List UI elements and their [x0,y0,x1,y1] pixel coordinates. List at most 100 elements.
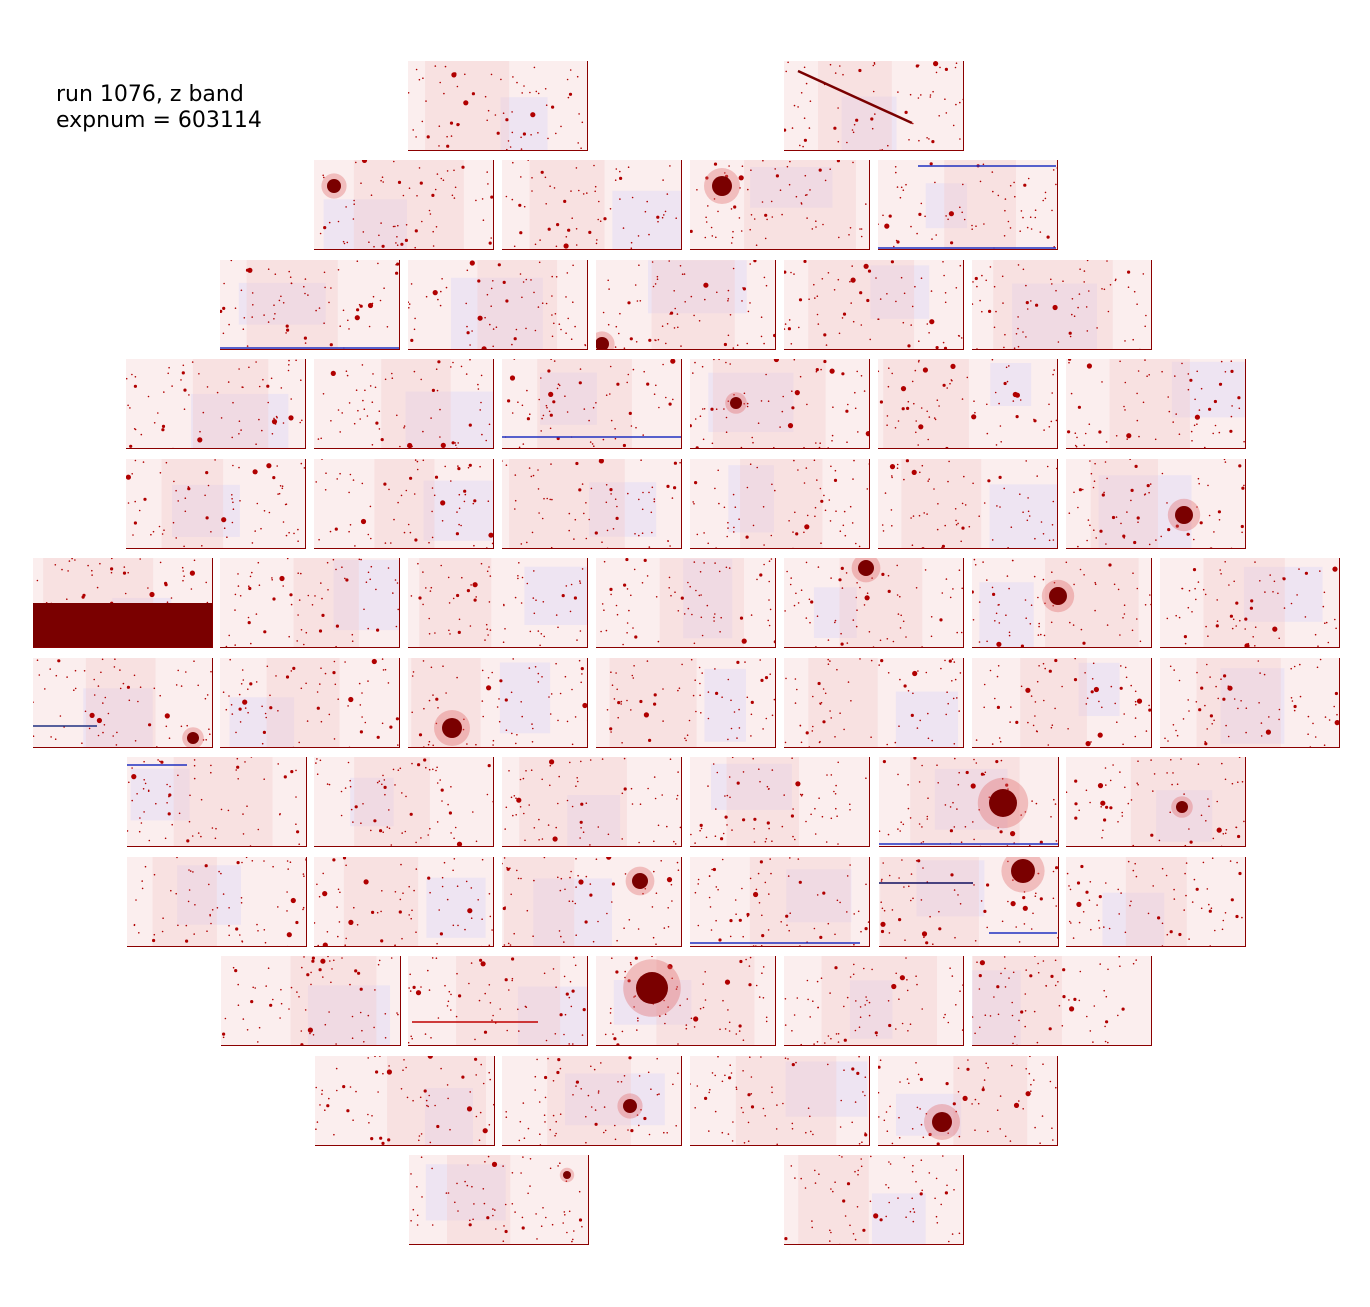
source-dot [858,1026,861,1028]
source-dot [750,1076,753,1078]
source-dot [611,957,613,959]
source-dot [166,601,169,603]
source-dot [152,938,156,943]
source-dot [727,289,730,292]
source-dot [1036,475,1038,477]
source-dot [959,101,961,104]
source-dot [131,373,133,376]
source-dot [266,463,272,469]
source-dot [956,697,958,699]
source-dot [986,403,988,406]
source-dot [796,688,798,691]
source-dot [240,683,243,685]
source-dot [656,278,659,280]
source-dot [286,558,289,560]
source-dot [1025,617,1027,619]
source-dot [342,1085,346,1089]
source-dot [1066,791,1068,793]
source-dot [112,735,114,737]
source-dot [846,996,849,999]
source-dot [1103,989,1105,992]
source-dot [745,958,747,961]
source-dot [150,533,152,536]
source-dot [953,889,956,891]
source-dot [388,1065,390,1067]
source-dot [434,65,437,67]
source-dot [849,803,851,806]
source-dot [1015,926,1017,928]
source-dot [503,603,505,606]
source-dot [1065,561,1068,564]
source-dot [328,221,331,224]
source-dot [714,487,716,490]
source-dot [456,1182,458,1185]
source-dot [133,674,136,677]
source-dot [747,310,750,313]
source-dot [1044,602,1046,605]
source-dot [620,1081,623,1083]
source-dot [513,245,516,248]
source-dot [574,518,577,521]
source-dot [611,882,615,886]
source-dot [958,710,960,712]
source-dot [303,336,307,340]
source-dot [269,694,271,697]
source-dot [905,459,909,463]
source-dot [1093,1005,1096,1007]
source-dot [1139,348,1141,349]
source-dot [984,1014,987,1016]
source-dot [610,419,613,422]
background-haze [735,1056,837,1145]
source-dot [1043,634,1046,637]
source-dot [227,809,230,812]
source-dot [469,344,471,346]
source-dot [771,840,773,842]
source-dot [490,287,493,290]
source-dot [211,827,214,829]
source-dot [640,459,642,461]
source-dot [760,335,763,338]
source-dot [734,899,737,901]
source-dot [879,400,883,404]
source-dot [488,893,491,895]
source-dot [555,614,558,616]
source-dot [521,404,524,407]
source-dot [1220,678,1222,680]
source-dot [271,577,273,579]
source-dot [558,930,561,932]
source-dot [381,783,383,786]
source-dot [194,904,196,906]
source-dot [614,1138,617,1141]
source-dot [964,504,967,506]
source-dot [373,819,377,823]
source-dot [798,298,803,302]
source-dot [1107,310,1110,313]
source-dot [927,438,929,441]
ccd-image [409,1155,589,1245]
source-dot [862,1091,864,1093]
source-dot [231,713,234,715]
source-dot [1235,625,1237,627]
source-dot [843,728,845,731]
source-dot [1228,584,1230,586]
source-dot [1101,837,1103,839]
source-dot [618,332,620,335]
source-dot [1069,888,1072,891]
source-dot [792,531,794,533]
source-dot [750,735,752,737]
source-dot [800,92,803,94]
ccd-sky-field [606,658,775,747]
ccd-image [784,61,964,151]
source-dot [277,493,279,495]
source-dot [839,1243,841,1244]
source-dot [1022,896,1026,900]
source-dot [1006,380,1009,383]
source-dot [295,359,297,362]
source-dot [714,562,716,564]
source-dot [395,263,397,266]
source-dot [328,713,331,716]
source-dot [960,631,963,634]
source-dot [573,538,575,540]
source-dot [921,1008,923,1010]
source-dot [367,680,369,682]
